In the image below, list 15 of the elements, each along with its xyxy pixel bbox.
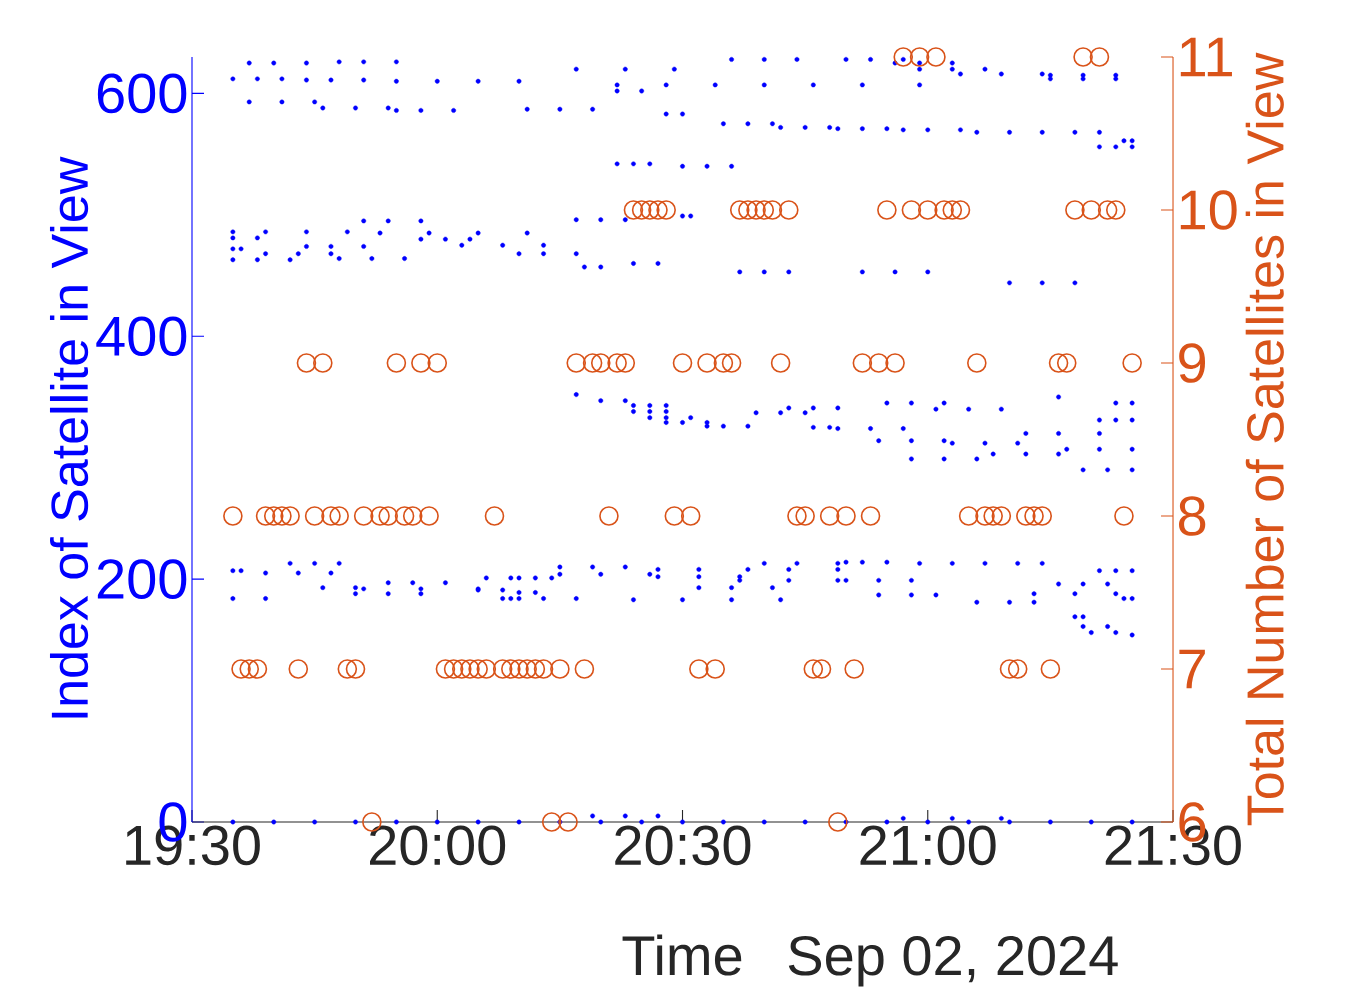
y-tick-label: 600: [97, 73, 187, 114]
y2-tick-label: 10: [1180, 190, 1237, 230]
y-tick-label: 200: [97, 559, 187, 599]
x-tick-label: 20:00: [370, 825, 506, 866]
y2-tick-label: 8: [1178, 496, 1206, 536]
y2-axis-title: Total Number of Satellites in View: [1245, 52, 1284, 826]
y2-tick-label: 9: [1179, 343, 1206, 383]
x-axis-title: Time: [622, 934, 742, 976]
x-tick-label: 21:00: [860, 825, 996, 866]
y-tick-label: 400: [96, 316, 187, 357]
y2-tick-label: 11: [1180, 37, 1232, 77]
text: Sep 02, 2024: [788, 935, 1118, 987]
x-tick-label: 20:30: [615, 825, 751, 866]
y-axis-title: Index of Satellite in View: [49, 156, 89, 718]
y2-tick-label: 7: [1179, 649, 1205, 689]
